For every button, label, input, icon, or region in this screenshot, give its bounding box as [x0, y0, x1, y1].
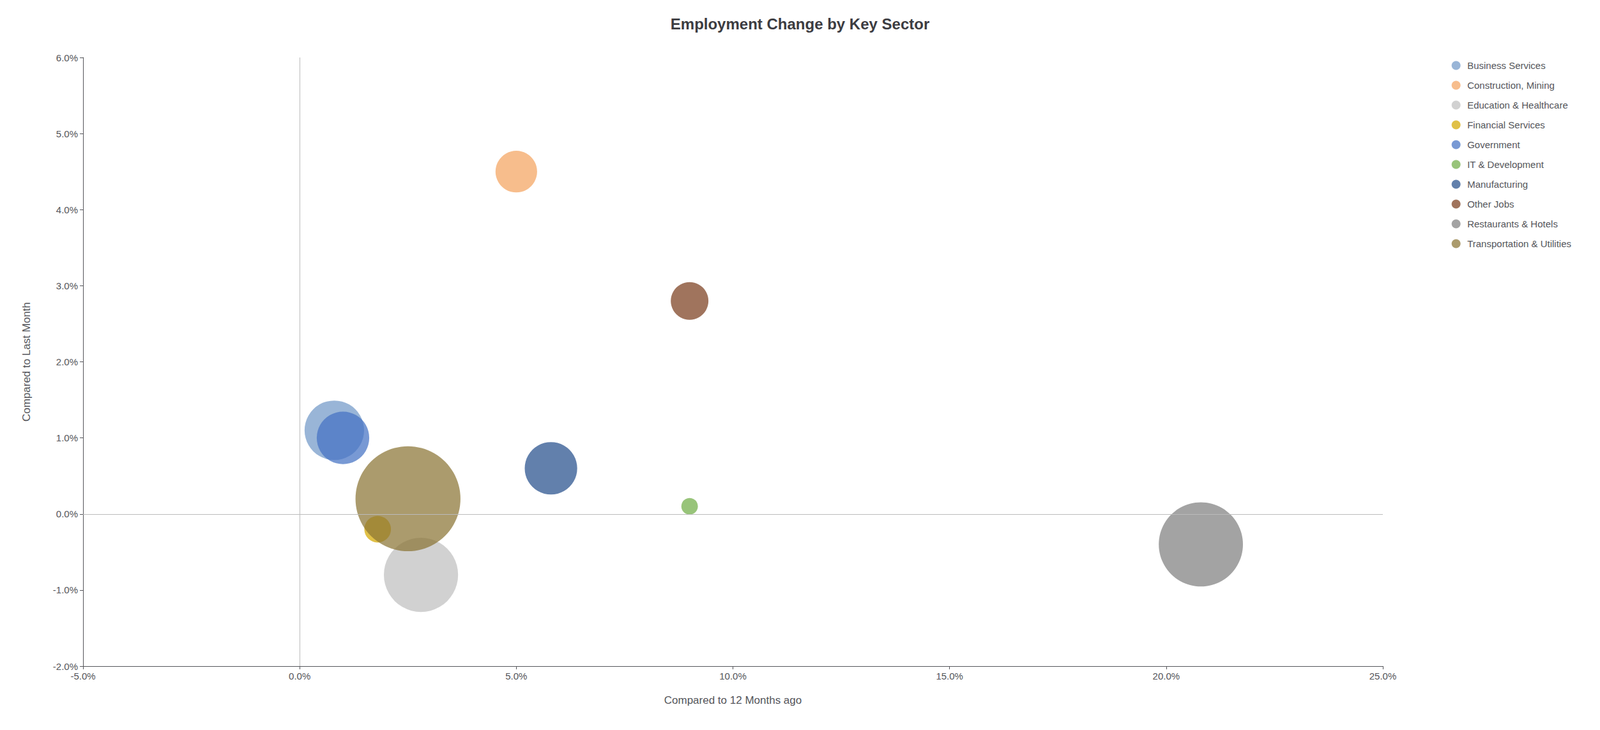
- svg-text:IT & Development: IT & Development: [1467, 159, 1545, 170]
- svg-text:Employment Change by Key Secto: Employment Change by Key Sector: [670, 15, 930, 33]
- svg-text:15.0%: 15.0%: [935, 670, 964, 682]
- svg-text:0.0%: 0.0%: [288, 670, 311, 682]
- svg-text:Compared to 12 Months ago: Compared to 12 Months ago: [664, 694, 802, 707]
- svg-text:Manufacturing: Manufacturing: [1467, 178, 1528, 190]
- svg-text:Construction, Mining: Construction, Mining: [1467, 79, 1555, 91]
- svg-text:0.0%: 0.0%: [56, 508, 78, 520]
- svg-text:3.0%: 3.0%: [56, 280, 78, 292]
- svg-text:1.0%: 1.0%: [56, 432, 78, 444]
- svg-text:4.0%: 4.0%: [56, 204, 78, 216]
- svg-text:2.0%: 2.0%: [56, 356, 78, 368]
- svg-text:6.0%: 6.0%: [56, 52, 78, 64]
- svg-text:Transportation & Utilities: Transportation & Utilities: [1467, 238, 1572, 250]
- svg-text:Education & Healthcare: Education & Healthcare: [1467, 99, 1569, 111]
- svg-text:Other Jobs: Other Jobs: [1467, 198, 1514, 210]
- svg-text:Business Services: Business Services: [1467, 60, 1546, 71]
- svg-text:5.0%: 5.0%: [56, 128, 78, 140]
- svg-text:Financial Services: Financial Services: [1467, 119, 1546, 131]
- svg-text:Government: Government: [1467, 139, 1521, 151]
- svg-text:Restaurants & Hotels: Restaurants & Hotels: [1467, 218, 1558, 230]
- svg-text:-1.0%: -1.0%: [53, 584, 78, 596]
- svg-text:Compared to Last Month: Compared to Last Month: [20, 302, 33, 422]
- svg-text:5.0%: 5.0%: [505, 670, 527, 682]
- svg-text:-5.0%: -5.0%: [70, 670, 96, 682]
- svg-text:10.0%: 10.0%: [719, 670, 747, 682]
- svg-text:25.0%: 25.0%: [1369, 670, 1397, 682]
- svg-text:20.0%: 20.0%: [1152, 670, 1181, 682]
- svg-text:-2.0%: -2.0%: [53, 661, 78, 672]
